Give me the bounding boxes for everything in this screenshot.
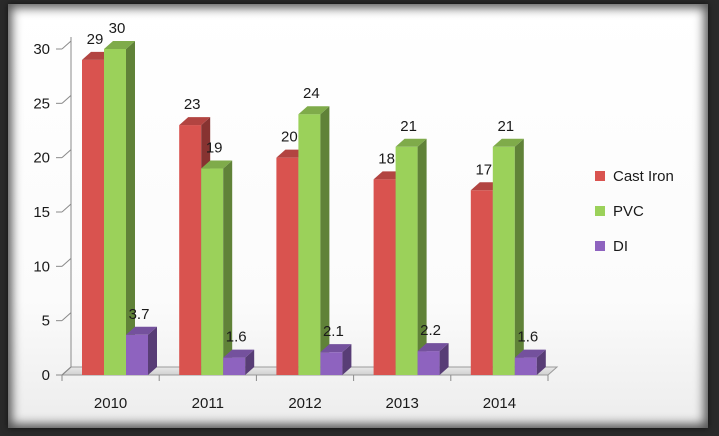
- bar-top: [417, 343, 449, 352]
- bar-di-2014: [514, 349, 546, 375]
- bar-front: [417, 351, 440, 375]
- bar-side: [320, 106, 330, 375]
- data-label: 21: [497, 118, 514, 135]
- y-tick-depth: [61, 257, 72, 267]
- y-tick-depth: [61, 312, 72, 322]
- y-tick-label: 15: [33, 204, 50, 221]
- bar-front: [179, 125, 202, 375]
- legend-item-cast-iron: Cast Iron: [595, 168, 674, 185]
- data-label: 1.6: [517, 329, 538, 346]
- x-tick-label: 2012: [288, 395, 321, 412]
- bar-top: [201, 160, 233, 169]
- legend-swatch: [595, 171, 605, 181]
- chart-panel: 0 5 10 15 20 25 30 2010 2011 2012 2013 2014 29 30 3.7…: [8, 4, 708, 428]
- x-tick-label: 2010: [94, 395, 127, 412]
- data-label: 2.2: [420, 322, 441, 339]
- data-label: 2.1: [323, 323, 344, 340]
- y-tick-label: 25: [33, 95, 50, 112]
- data-label: 20: [281, 129, 298, 146]
- bar-front: [201, 168, 224, 375]
- y-tick-depth: [61, 40, 72, 50]
- bar-top: [298, 106, 330, 115]
- legend-item-pvc: PVC: [595, 203, 644, 220]
- y-tick-label: 0: [42, 367, 50, 384]
- legend-label: DI: [613, 238, 628, 255]
- x-tick-label: 2013: [386, 395, 419, 412]
- y-tick-label: 20: [33, 150, 50, 167]
- y-tick-label: 10: [33, 258, 50, 275]
- bar-di-2010: [126, 326, 157, 375]
- data-label: 24: [303, 85, 320, 102]
- data-labels-layer: 29 30 3.7 23 19 1.6 20 24 2.1 18 21 2.2 17 21 1.6: [87, 20, 539, 346]
- bar-side: [536, 349, 546, 375]
- bar-top: [492, 138, 524, 147]
- legend-swatch: [595, 206, 605, 216]
- bar-side: [245, 349, 255, 375]
- legend: Cast Iron PVC DI: [595, 168, 674, 255]
- bar-front: [373, 179, 396, 375]
- bar-front: [298, 114, 321, 375]
- y-tick-label: 5: [42, 313, 50, 330]
- data-label: 1.6: [226, 329, 247, 346]
- bar-di-2011: [223, 349, 255, 375]
- bar-front: [223, 357, 246, 375]
- bar-pvc-2013: [395, 138, 427, 375]
- bar-top: [126, 326, 157, 335]
- bar-side: [148, 326, 157, 375]
- data-label: 23: [184, 96, 201, 113]
- bar-front: [126, 334, 148, 375]
- bar-side: [514, 138, 524, 375]
- data-label: 18: [378, 150, 395, 167]
- bar-front: [492, 146, 515, 375]
- bar-top: [514, 349, 546, 358]
- bars-layer: [82, 41, 546, 376]
- x-tick-label: 2011: [192, 395, 224, 412]
- bar-side: [223, 160, 233, 375]
- data-label: 30: [109, 20, 126, 37]
- legend-item-di: DI: [595, 238, 628, 255]
- bar-front: [320, 352, 343, 375]
- data-label: 17: [475, 161, 492, 178]
- x-tick-label: 2014: [483, 395, 516, 412]
- bar-top: [104, 41, 135, 49]
- bar-top: [179, 117, 211, 126]
- bar-front: [395, 146, 418, 375]
- legend-label: PVC: [613, 203, 644, 220]
- bar-front: [82, 59, 104, 375]
- bar-side: [126, 41, 135, 375]
- bar-side: [342, 344, 352, 375]
- bar-front: [104, 49, 126, 375]
- y-tick-depth: [61, 366, 72, 376]
- bar-top: [320, 344, 352, 353]
- data-label: 21: [400, 118, 417, 135]
- y-tick-depth: [61, 94, 72, 104]
- bar-top: [395, 138, 427, 147]
- data-label: 3.7: [129, 306, 150, 323]
- bar-side: [439, 343, 449, 375]
- data-label: 29: [87, 31, 104, 48]
- legend-label: Cast Iron: [613, 168, 674, 185]
- bar-di-2013: [417, 343, 449, 375]
- legend-swatch: [595, 241, 605, 251]
- bar-front: [276, 157, 299, 375]
- bar-pvc-2014: [492, 138, 524, 375]
- bar-side: [417, 138, 427, 375]
- data-label: 19: [206, 140, 223, 157]
- bar-pvc-2012: [298, 106, 330, 375]
- bar-top: [223, 349, 255, 358]
- y-tick-label: 30: [33, 41, 50, 58]
- bar-front: [514, 357, 537, 375]
- y-tick-depth: [61, 149, 72, 159]
- bar-front: [470, 190, 493, 375]
- y-tick-depth: [61, 203, 72, 213]
- bar-pvc-2011: [201, 160, 233, 375]
- bar-pvc-2010: [104, 41, 135, 375]
- bar-chart: 0 5 10 15 20 25 30 2010 2011 2012 2013 2014 29 30 3.7…: [33, 20, 674, 412]
- bar-di-2012: [320, 344, 352, 375]
